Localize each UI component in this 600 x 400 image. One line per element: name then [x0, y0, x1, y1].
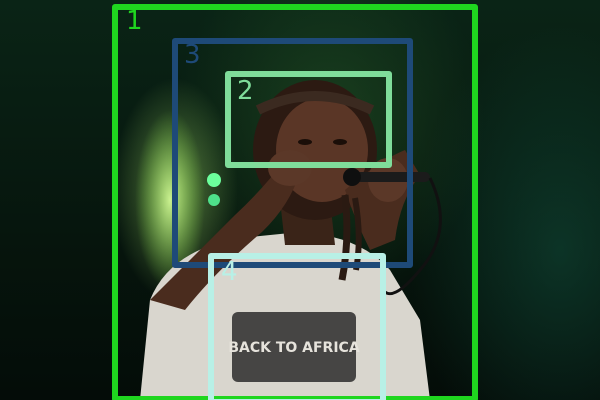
annotation-label-1: 1 — [126, 8, 143, 34]
annotation-label-4: 4 — [221, 259, 238, 285]
annotation-label-3: 3 — [184, 42, 201, 68]
annotation-label-2: 2 — [237, 78, 254, 104]
